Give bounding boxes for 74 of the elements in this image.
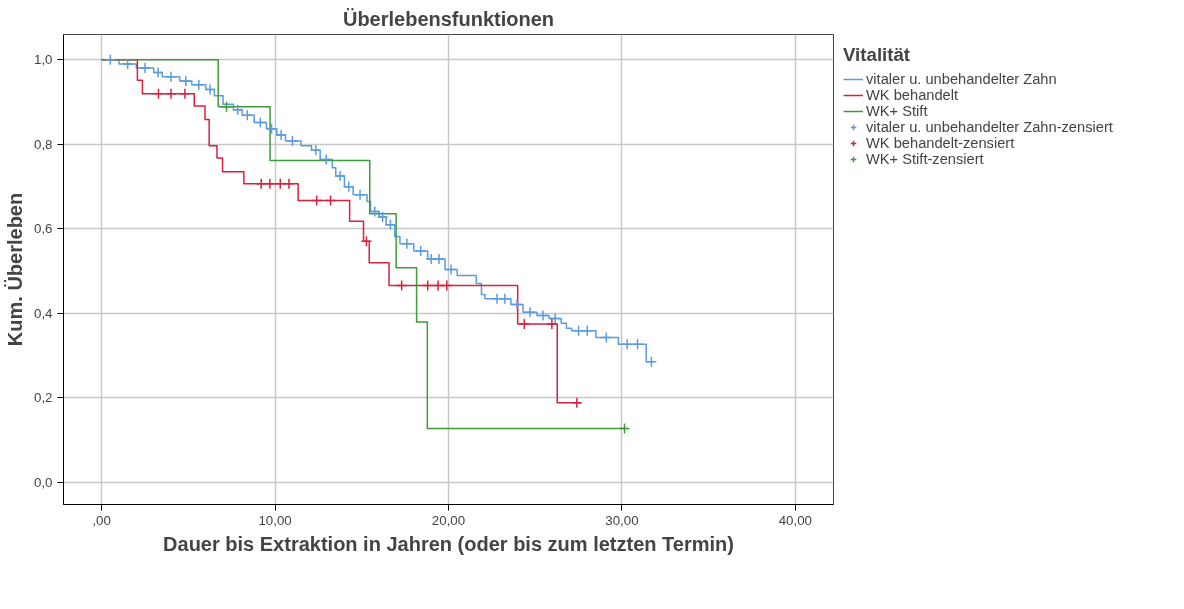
point: [369, 205, 381, 218]
point: [549, 312, 561, 325]
chart-title: Überlebensfunktionen: [342, 7, 555, 30]
point: [275, 129, 287, 141]
legend-title: Vitalität: [843, 44, 912, 66]
point: [621, 338, 633, 351]
point: [445, 263, 457, 276]
point: [310, 194, 323, 207]
point: [264, 177, 276, 190]
y-tick-label: 1,0: [33, 52, 53, 68]
point: [491, 292, 503, 305]
point: [631, 338, 644, 351]
y-tick-label: 0,8: [33, 136, 53, 152]
point: [324, 194, 337, 207]
point: [511, 298, 523, 311]
point: [432, 279, 444, 292]
x-tick-label: 10,00: [258, 512, 292, 528]
point: [139, 62, 151, 74]
y-axis-title: Kum. Überleben: [3, 192, 26, 347]
point: [415, 245, 427, 257]
point: [360, 235, 373, 247]
x-tick-label: ,00: [92, 512, 111, 528]
point: [376, 211, 389, 223]
point: [343, 180, 355, 193]
legend-label: WK behandelt: [866, 87, 959, 103]
point: [104, 54, 117, 66]
point: [425, 253, 437, 265]
point: [572, 325, 585, 337]
point: [165, 71, 177, 83]
legend-label: WK+ Stift-zensiert: [866, 151, 984, 167]
legend-label: vitaler u. unbehandelter Zahn-zensiert: [866, 119, 1113, 135]
point: [254, 116, 267, 129]
x-tick-label: 20,00: [431, 512, 466, 528]
point: [193, 79, 205, 91]
point: [384, 218, 397, 231]
point: [433, 253, 445, 265]
point: [395, 279, 408, 292]
y-tick-label: 0,6: [33, 221, 53, 237]
point: [179, 87, 191, 100]
point: [354, 188, 366, 201]
legend-label: WK behandelt-zensiert: [866, 135, 1015, 151]
point: [600, 331, 613, 344]
point: [310, 144, 322, 157]
point: [232, 103, 244, 116]
point: [421, 279, 434, 292]
point: [320, 153, 332, 166]
point: [581, 325, 593, 337]
x-axis-title: Dauer bis Extraktion in Jahren (oder bis zum letzten Termin): [163, 532, 734, 555]
point: [152, 66, 164, 79]
legend-label: vitaler u. unbehandelter Zahn: [866, 71, 1057, 87]
point: [165, 87, 177, 100]
point: [220, 101, 233, 113]
point: [286, 135, 299, 147]
point: [524, 306, 536, 318]
point: [274, 177, 287, 190]
x-tick-label: 40,00: [778, 512, 813, 528]
point: [499, 292, 511, 305]
y-tick-label: 0,0: [33, 475, 53, 491]
x-tick-label: 30,00: [605, 512, 639, 528]
point: [334, 170, 346, 182]
point: [518, 318, 531, 330]
point: [152, 87, 165, 100]
point: [121, 58, 134, 70]
point: [204, 83, 216, 96]
point: [283, 177, 295, 190]
point: [441, 279, 453, 292]
point: [255, 177, 267, 190]
point: [537, 309, 549, 322]
point: [180, 75, 192, 87]
y-tick-label: 0,4: [33, 305, 54, 321]
point: [546, 318, 558, 330]
y-tick-label: 0,2: [33, 390, 53, 406]
legend-label: WK+ Stift: [866, 103, 928, 119]
point: [401, 237, 413, 250]
